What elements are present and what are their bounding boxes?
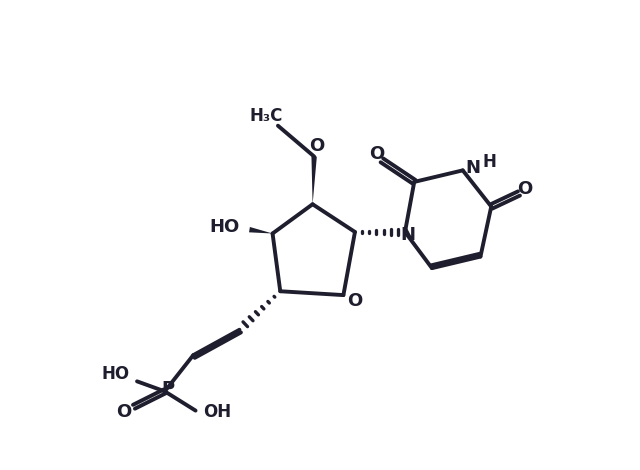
Text: P: P <box>161 380 175 398</box>
Text: H: H <box>482 153 496 171</box>
Text: H₃C: H₃C <box>250 108 283 125</box>
Polygon shape <box>249 227 273 234</box>
Text: O: O <box>309 138 324 156</box>
Text: HO: HO <box>209 219 239 236</box>
Polygon shape <box>312 157 317 204</box>
Text: OH: OH <box>204 403 232 421</box>
Text: O: O <box>116 403 132 421</box>
Text: HO: HO <box>101 365 129 384</box>
Text: O: O <box>369 145 384 163</box>
Text: N: N <box>401 226 415 244</box>
Text: N: N <box>465 159 480 177</box>
Text: O: O <box>516 180 532 198</box>
Text: O: O <box>348 292 363 310</box>
